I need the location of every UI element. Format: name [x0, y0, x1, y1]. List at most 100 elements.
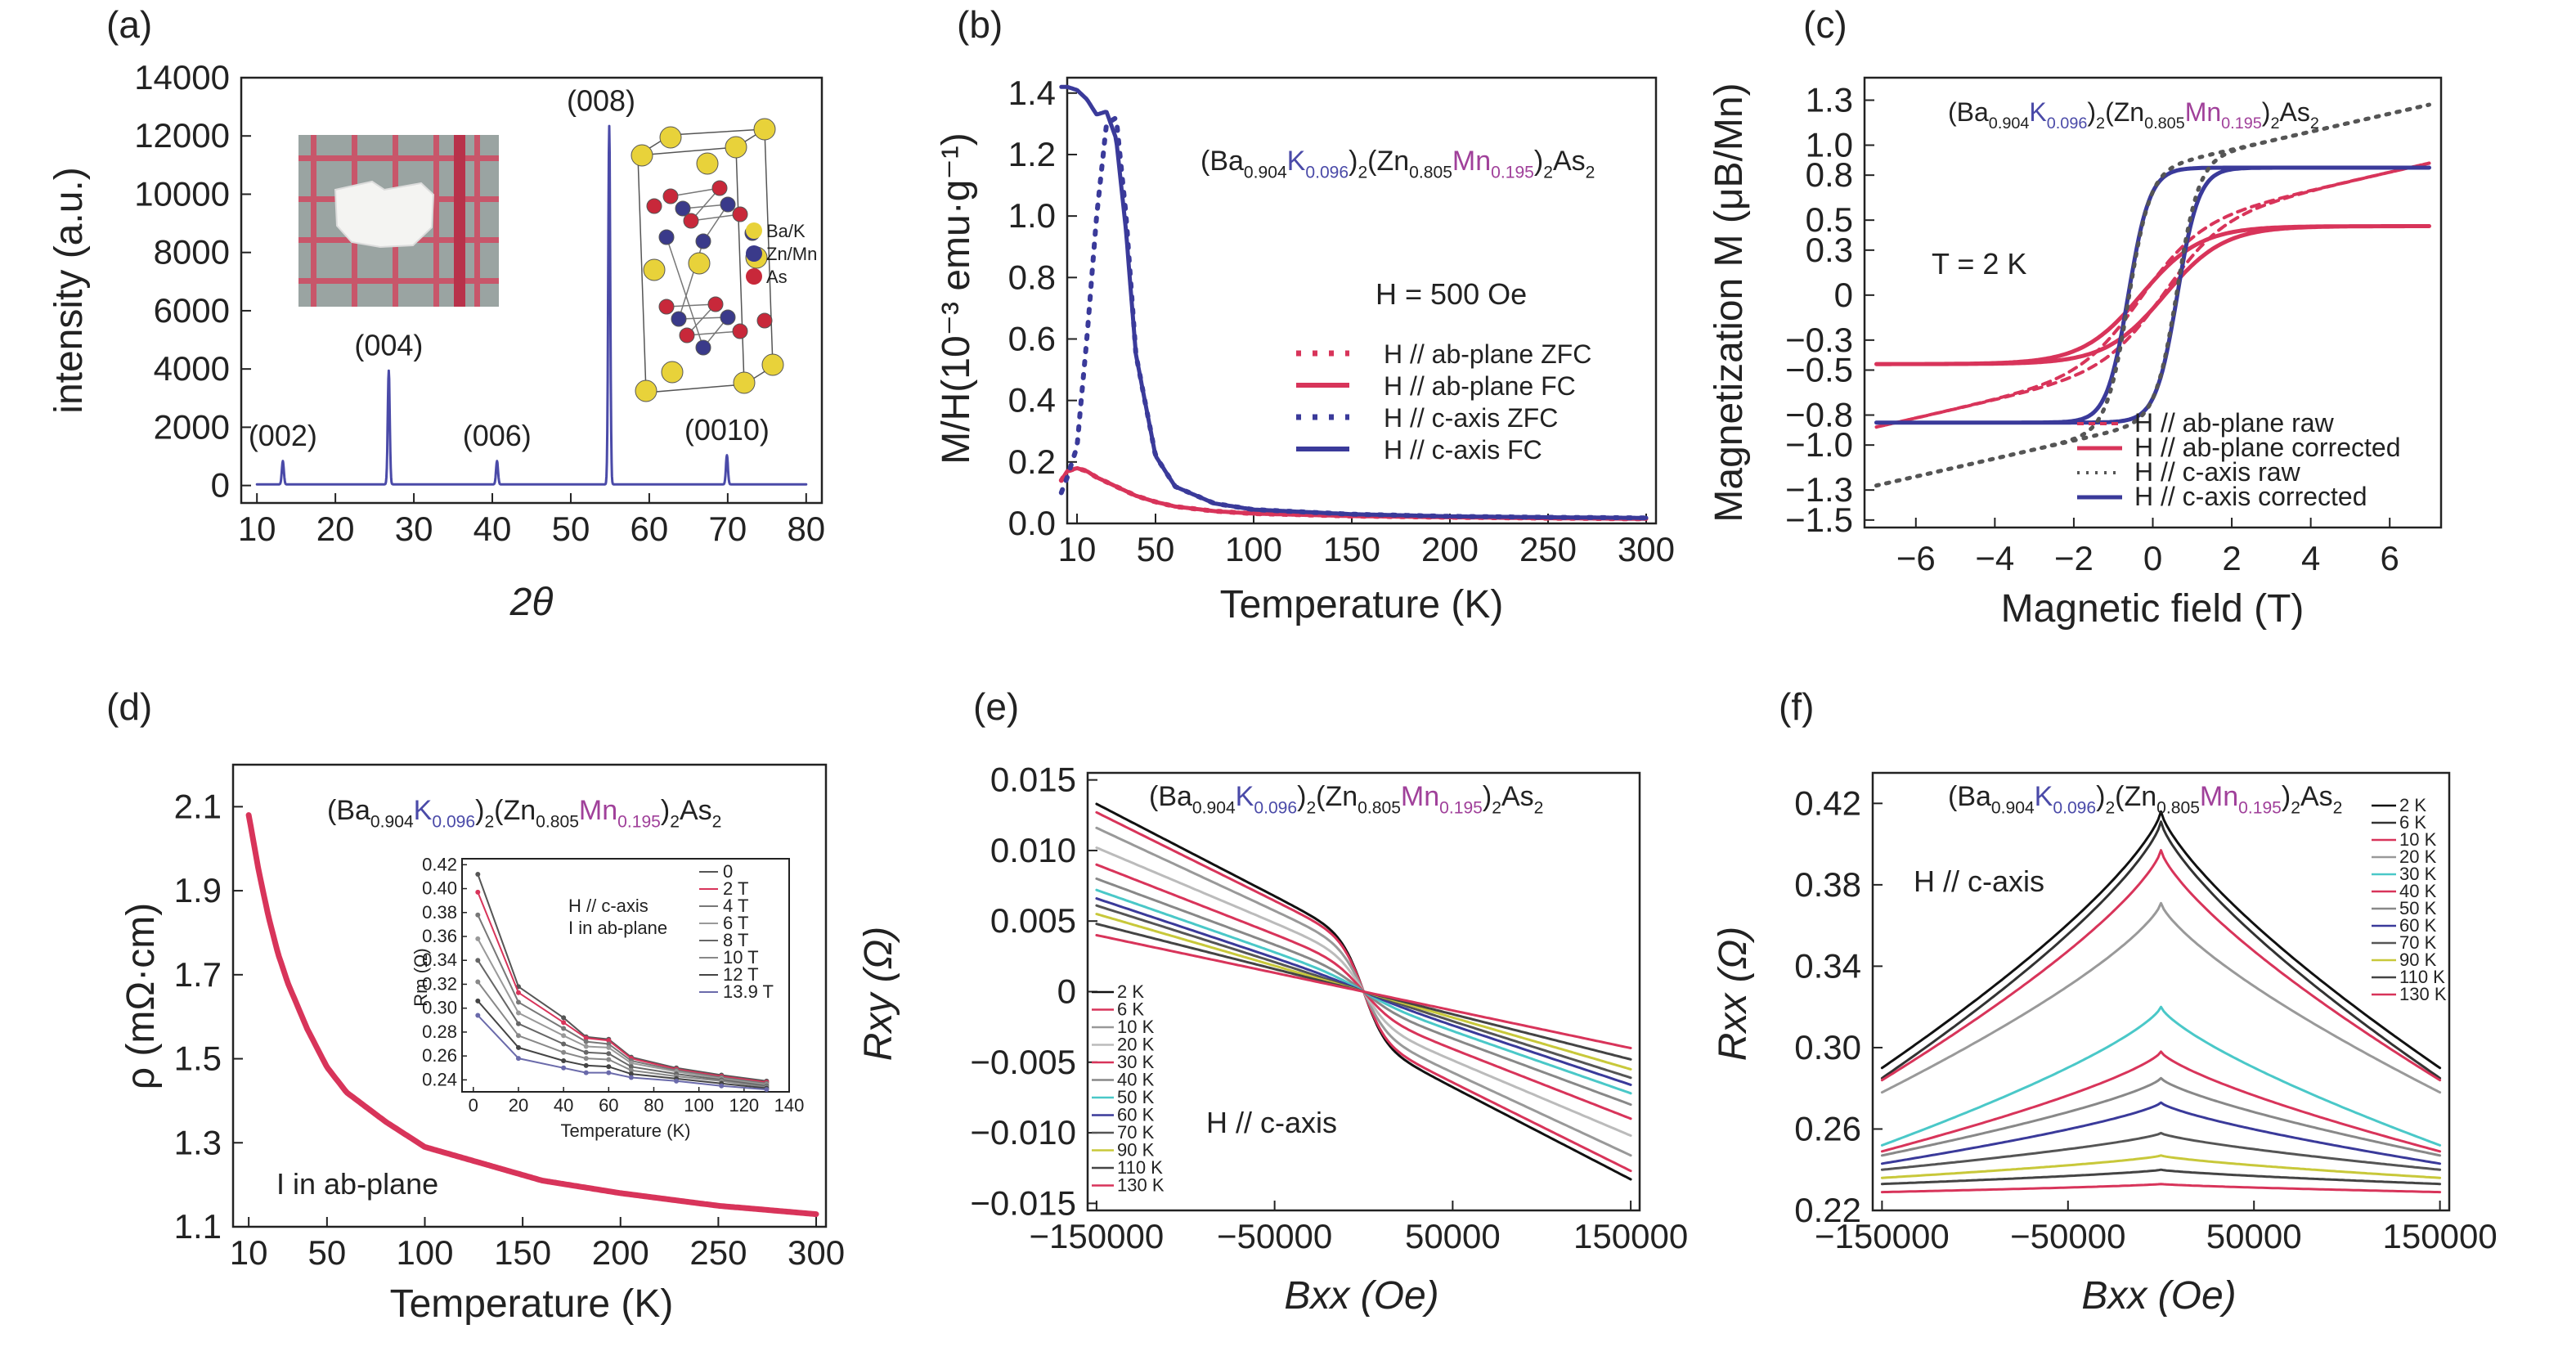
rxx-series-line — [1880, 1131, 2442, 1171]
inset-current-note: I in ab-plane — [568, 918, 667, 938]
inset-x-tick-label: 0 — [469, 1095, 478, 1116]
rxx-series-line — [1880, 1076, 2442, 1157]
y-tick-label: 0.6 — [1008, 319, 1056, 357]
atom — [707, 296, 724, 312]
x-tick-label: −4 — [1975, 539, 2014, 577]
atom — [679, 327, 695, 343]
inset-marker — [475, 979, 481, 985]
legend-label: 50 K — [1117, 1087, 1155, 1107]
atom — [732, 206, 748, 222]
chart-e: −150000 −50000 50000 150000 −0.015 −0.010 −0.0… — [857, 761, 1688, 1318]
x-tick-label: 50 — [1137, 530, 1175, 568]
x-axis-label: Bxx (Oe) — [1284, 1274, 1438, 1318]
c-axis-raw-loop — [1874, 102, 2431, 488]
panel-label-f: (f) — [1779, 685, 1814, 728]
y-tick-label: 0.30 — [1794, 1028, 1861, 1066]
inset-legend-label: 12 T — [723, 964, 759, 985]
legend-label: H // c-axis FC — [1384, 435, 1542, 465]
legend-label: H // c-axis corrected — [2134, 482, 2367, 511]
y-tick-label: 0.010 — [990, 831, 1076, 869]
y-tick-label: 1.7 — [174, 955, 222, 994]
inset-marker — [628, 1075, 634, 1080]
inset-marker — [606, 1038, 612, 1044]
plot-frame — [1066, 76, 1658, 525]
atom — [635, 379, 657, 402]
inset-marker — [606, 1070, 612, 1075]
inset-marker — [475, 912, 481, 918]
inset-marker — [561, 1065, 567, 1071]
field-annotation: H // c-axis — [1206, 1106, 1337, 1139]
inset-marker — [628, 1067, 634, 1073]
x-tick-label: 10 — [230, 1233, 268, 1272]
inset-legend-label: 8 T — [723, 930, 748, 950]
inset-marker — [628, 1071, 634, 1077]
x-tick-label: 10 — [1058, 530, 1097, 568]
x-tick-label: 50000 — [1405, 1217, 1501, 1255]
atom — [696, 152, 719, 175]
y-tick-label: 0.42 — [1794, 784, 1861, 822]
x-tick-label: 150000 — [2383, 1217, 2497, 1255]
inset-legend-label: 6 T — [723, 913, 748, 933]
atom — [761, 353, 784, 376]
y-tick-label: 2.1 — [174, 787, 222, 825]
x-tick-label: 150000 — [1573, 1217, 1688, 1255]
inset-y-tick-label: 0.30 — [422, 998, 457, 1018]
inset-marker — [515, 1033, 521, 1039]
y-tick-label: −0.3 — [1785, 321, 1853, 359]
rxx-series-line — [1880, 1183, 2442, 1194]
peak-label: (002) — [249, 419, 317, 452]
x-tick-label: 300 — [1618, 530, 1675, 568]
inset-marker — [515, 1056, 521, 1062]
inset-legend-label: 2 T — [723, 878, 748, 899]
atom — [671, 311, 687, 327]
inset-marker — [475, 958, 481, 963]
inset-x-tick-label: 80 — [644, 1095, 663, 1116]
bond — [690, 213, 741, 222]
rxx-series-line — [1880, 1101, 2442, 1165]
legend-label: 70 K — [1117, 1122, 1155, 1143]
inset-marker — [764, 1087, 770, 1093]
legend-atom-marker — [746, 245, 762, 262]
inset-marker — [561, 1049, 567, 1055]
inset-y-tick-label: 0.26 — [422, 1045, 457, 1066]
y-tick-label: 0.005 — [990, 901, 1076, 940]
y-axis-label: ρ (mΩ·cm) — [119, 903, 163, 1089]
y-tick-label: 0.4 — [1008, 381, 1056, 420]
y-tick-label: 1.1 — [174, 1207, 222, 1246]
y-tick-label: 0.5 — [1806, 200, 1853, 239]
y-axis-label: M/H(10⁻³ emu·g⁻¹) — [935, 132, 978, 464]
inset-marker — [515, 1044, 521, 1050]
x-tick-label: 6 — [2381, 539, 2399, 577]
inset-marker — [475, 872, 481, 877]
x-tick-label: 150 — [1323, 530, 1380, 568]
rxx-series-line — [1880, 820, 2442, 1080]
inset-marker — [583, 1070, 589, 1075]
atom — [646, 198, 662, 214]
crystal-structure: Ba/K Zn/Mn As — [631, 118, 817, 402]
y-tick-label: −0.5 — [1785, 351, 1853, 389]
atom — [683, 213, 699, 229]
y-tick-label: 0 — [1834, 276, 1853, 314]
y-tick-label: 0.2 — [1008, 442, 1056, 481]
chart-c: −6 −4 −2 0 2 4 6−1.5−1.3−1.0−0.8−0.5−0.300.30.… — [1708, 76, 2443, 631]
atom — [725, 136, 747, 159]
y-tick-label: −0.8 — [1785, 396, 1853, 434]
inset-marker — [561, 1026, 567, 1031]
inset-marker — [561, 1058, 567, 1063]
x-tick-label: 70 — [709, 510, 747, 548]
peak-label: (0010) — [684, 413, 770, 447]
y-tick-label: 1.4 — [1008, 74, 1056, 112]
inset-marker — [475, 1012, 481, 1018]
y-tick-label: 1.0 — [1806, 126, 1853, 164]
legend-atom-label: As — [766, 267, 788, 287]
atom — [658, 299, 675, 315]
x-tick-label: 200 — [1421, 530, 1479, 568]
atom — [720, 309, 736, 326]
atom — [695, 233, 711, 249]
legend-label: 6 K — [2399, 812, 2426, 833]
series-line — [1059, 466, 1649, 521]
inset-marker — [561, 1041, 567, 1047]
x-tick-label: 10 — [238, 510, 276, 548]
x-tick-label: 20 — [316, 510, 355, 548]
y-tick-label: 12000 — [134, 116, 230, 155]
